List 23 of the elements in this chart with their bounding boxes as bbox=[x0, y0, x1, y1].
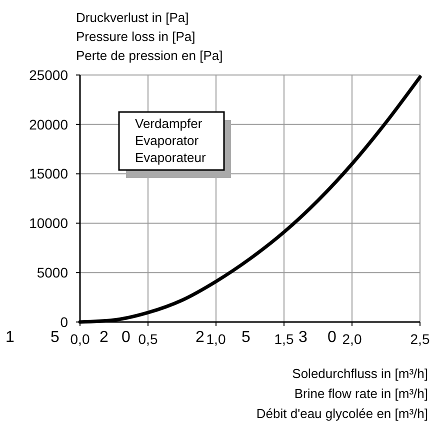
text: 2 bbox=[196, 329, 205, 346]
y-tick-label: 10000 bbox=[29, 215, 68, 232]
text: 2 bbox=[100, 329, 109, 346]
y-tick-label: 0 bbox=[60, 314, 68, 330]
text: 3 bbox=[298, 329, 308, 346]
y-tick-label: 15000 bbox=[29, 166, 68, 182]
x-tick-label: 1,5 bbox=[274, 331, 294, 347]
x-tick-label: 2,5 bbox=[410, 331, 430, 347]
text: 1 bbox=[6, 329, 15, 346]
x-tick-label: 2,0 bbox=[342, 331, 362, 347]
text: 0 bbox=[328, 329, 337, 346]
x-tick-label: 1,0 bbox=[206, 331, 226, 347]
text: 0 bbox=[122, 329, 131, 346]
annotation: Verdampfer Evaporator Evaporateur bbox=[135, 116, 206, 165]
y-axis-title: Druckverlust in [Pa] Pressure loss in [Pa] Perte de pression en [Pa] bbox=[76, 10, 223, 63]
x-axis-title: Soledurchfluss in [m³/h] Brine flow rate in [m³/h] Débit d'eau glycolée en [m³/h] bbox=[256, 366, 428, 421]
y-tick-label: 25000 bbox=[29, 66, 68, 83]
text: 5 bbox=[50, 329, 60, 346]
x-tick-label: 0,5 bbox=[138, 331, 158, 347]
y-tick-label: 20000 bbox=[29, 116, 68, 132]
y-tick-label: 5000 bbox=[36, 264, 68, 280]
text: 5 bbox=[242, 329, 251, 346]
x-tick-label: 0,0 bbox=[70, 331, 90, 347]
